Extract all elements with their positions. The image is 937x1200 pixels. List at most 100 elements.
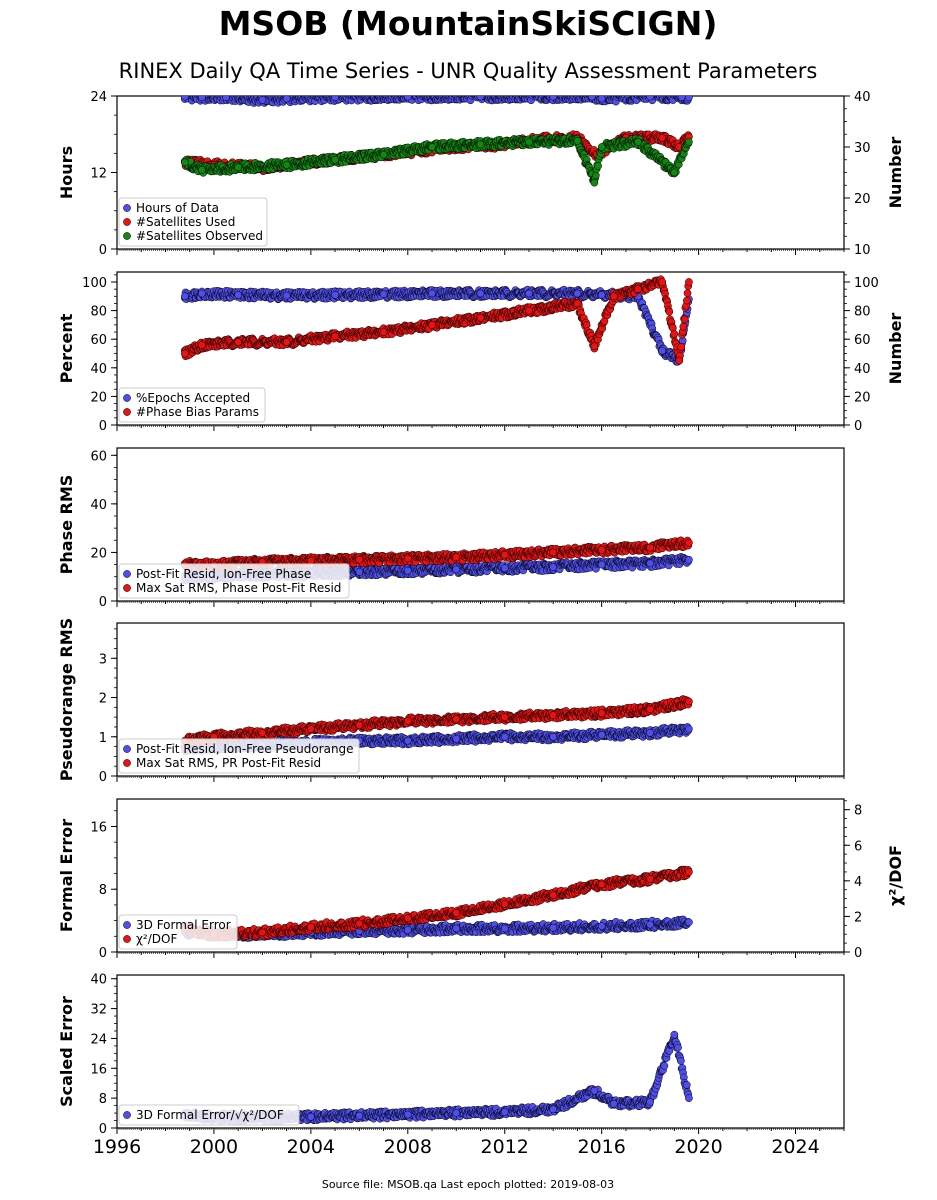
data-point [403, 96, 412, 101]
data-point [428, 143, 436, 151]
legend: Hours of Data#Satellites Used#Satellites… [118, 197, 268, 247]
data-point [181, 158, 189, 167]
data-point [331, 291, 339, 299]
y-right-tick-label: 40 [854, 90, 871, 105]
data-point [331, 96, 339, 102]
y-tick-label: 100 [82, 276, 107, 291]
data-point [379, 290, 388, 299]
y-tick-label: 0 [99, 243, 107, 258]
data-point [597, 291, 606, 299]
data-point [680, 315, 689, 324]
figure-title: MSOB (MountainSkiSCIGN) [219, 4, 718, 43]
y-axis-label: Phase RMS [57, 475, 76, 575]
y-axis-label-right: Number [886, 137, 905, 209]
data-point [549, 96, 558, 101]
data-point [282, 291, 291, 300]
data-point [609, 292, 618, 301]
legend: %Epochs Accepted#Phase Bias Params [118, 387, 266, 423]
data-point [646, 96, 654, 101]
data-point [197, 166, 206, 174]
data-point [379, 328, 388, 336]
data-point [282, 338, 291, 346]
y-tick-label: 24 [90, 90, 107, 105]
legend-marker [123, 204, 131, 212]
y-axis-label-right: Number [886, 313, 905, 385]
y-axis-label: Hours [57, 146, 76, 199]
data-point [685, 138, 693, 146]
y-tick-label: 20 [90, 546, 107, 561]
data-point [222, 96, 230, 102]
data-point [480, 96, 485, 97]
data-point [331, 332, 339, 341]
data-point [685, 96, 693, 102]
figure-subtitle: RINEX Daily QA Time Series - UNR Quality… [119, 59, 818, 83]
data-point [658, 278, 667, 286]
data-point [379, 150, 388, 159]
data-point [197, 96, 206, 102]
data-point [181, 349, 189, 358]
data-point [181, 292, 189, 301]
data-point [428, 289, 436, 298]
data-point [658, 133, 667, 142]
y-tick-label: 0 [99, 595, 107, 610]
data-point [331, 155, 339, 164]
data-point [590, 178, 599, 187]
data-point [234, 291, 243, 299]
data-point [597, 96, 606, 103]
y-tick-label: 40 [90, 498, 107, 513]
data-point [476, 140, 485, 149]
legend-marker [123, 232, 131, 240]
data-point [597, 143, 606, 151]
data-point [181, 96, 189, 101]
data-point [683, 289, 692, 298]
data-point [590, 342, 599, 351]
data-point [476, 289, 485, 298]
y-tick-label: 80 [90, 305, 107, 320]
data-point [282, 96, 291, 103]
data-point [525, 289, 533, 298]
y-right-tick-label: 0 [854, 419, 862, 434]
data-point [682, 296, 691, 305]
y-tick-label: 40 [90, 362, 107, 377]
data-point [525, 306, 533, 315]
data-point [419, 96, 425, 97]
data-point [677, 96, 686, 102]
y-right-tick-label: 80 [854, 305, 871, 320]
y-tick-label: 60 [90, 449, 107, 464]
y-right-tick-label: 20 [854, 390, 871, 405]
legend-label: #Satellites Used [136, 215, 235, 229]
data-point [685, 278, 693, 286]
y-right-tick-label: 40 [854, 362, 871, 377]
panel-2: 0 20 40 60 80 100 0 20 40 60 80 100 Percent Number %Ep… [57, 271, 905, 434]
data-point [282, 161, 291, 169]
legend-label: #Phase Bias Params [136, 405, 259, 419]
data-point [658, 346, 667, 355]
y-right-tick-label: 30 [854, 141, 871, 156]
y-right-tick-label: 60 [854, 333, 871, 348]
legend-marker [123, 394, 131, 402]
data-point [675, 356, 684, 365]
data-point [634, 285, 642, 294]
data-point [573, 289, 582, 298]
data-point [525, 138, 533, 146]
data-point [670, 330, 679, 338]
data-point [476, 313, 485, 322]
y-tick-label: 0 [99, 419, 107, 434]
data-point [258, 96, 267, 104]
y-tick-label: 60 [90, 333, 107, 348]
y-axis-label: Percent [57, 313, 76, 383]
data-point [476, 96, 485, 101]
data-point [594, 162, 602, 170]
data-point [677, 343, 686, 351]
data-point [573, 137, 582, 145]
legend-label: %Epochs Accepted [136, 391, 250, 405]
data-point [197, 341, 206, 349]
data-point [670, 168, 679, 177]
data-point [634, 138, 642, 146]
data-point [665, 307, 674, 316]
data-point [234, 163, 243, 172]
y-right-tick-label: 100 [854, 276, 879, 291]
